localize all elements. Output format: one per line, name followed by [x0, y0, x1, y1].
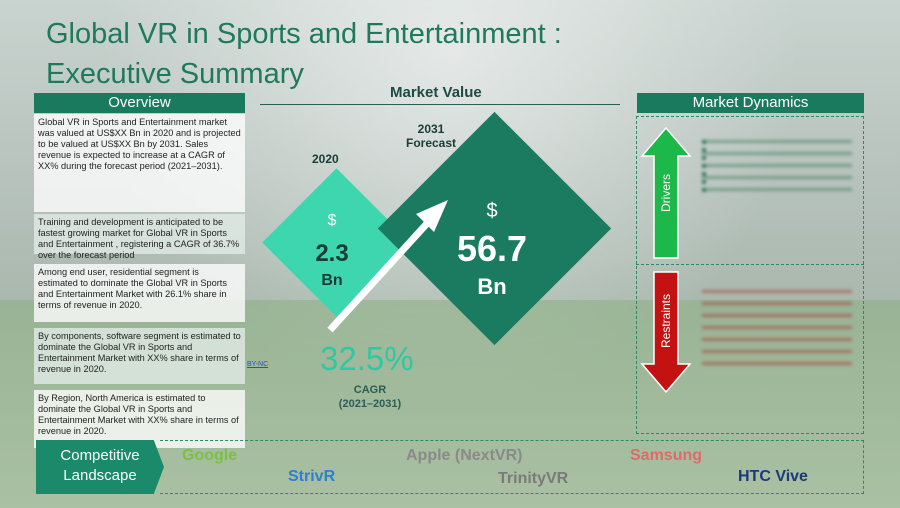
title-line-1: Global VR in Sports and Entertainment : — [46, 18, 562, 50]
restraints-arrow-icon — [640, 271, 692, 394]
overview-item: Global VR in Sports and Entertainment ma… — [34, 114, 245, 212]
drivers-arrow-icon — [640, 126, 692, 259]
divider — [260, 104, 620, 105]
overview-item: Among end user, residential segment is e… — [34, 264, 245, 322]
year-2020-label: 2020 — [312, 152, 339, 166]
overview-item: By Region, North America is estimated to… — [34, 390, 245, 448]
forecast-year: 2031 — [417, 122, 445, 136]
small-amount: 2.3 — [315, 240, 349, 267]
license-link[interactable]: BY-NC — [247, 361, 269, 368]
drivers-list-blurred — [702, 140, 852, 192]
competitive-word: Competitive — [60, 447, 140, 464]
company-htc-vive: HTC Vive — [738, 468, 808, 485]
company-trinityvr: TrinityVR — [498, 470, 569, 487]
cagr-label: CAGR (2021–2031) — [330, 383, 410, 411]
growth-arrow-icon — [327, 200, 448, 333]
company-apple: Apple (NextVR) — [406, 447, 523, 464]
market-dynamics-box — [636, 116, 864, 434]
restraints-label: Restraints — [659, 293, 673, 349]
page-title: Global VR in Sports and Entertainment : … — [46, 14, 562, 94]
forecast-label: 2031 Forecast — [405, 122, 457, 150]
competitive-landscape-label: Competitive Landscape — [36, 440, 164, 494]
drivers-label: Drivers — [659, 174, 673, 212]
dynamics-divider — [636, 264, 864, 265]
title-line-2: Executive Summary — [46, 58, 304, 90]
company-strivr: StrivR — [288, 468, 336, 485]
overview-item: Training and development is anticipated … — [34, 214, 245, 260]
overview-list: Global VR in Sports and Entertainment ma… — [34, 114, 245, 450]
restraints-list-blurred — [702, 290, 852, 370]
overview-heading: Overview — [34, 93, 245, 113]
market-value-heading: Market Value — [390, 84, 482, 101]
big-unit: Bn — [477, 274, 507, 299]
company-google: Google — [182, 447, 238, 464]
landscape-word: Landscape — [63, 467, 137, 484]
overview-item: By components, software segment is estim… — [34, 328, 245, 384]
small-currency: $ — [327, 212, 337, 229]
cagr-value: 32.5% — [320, 340, 414, 377]
market-dynamics-heading: Market Dynamics — [637, 93, 864, 113]
cagr-period: (2021–2031) — [338, 398, 402, 410]
small-unit: Bn — [321, 272, 343, 289]
company-samsung: Samsung — [630, 447, 703, 464]
competitive-landscape-area — [160, 440, 864, 494]
big-amount: 56.7 — [456, 228, 528, 269]
forecast-word: Forecast — [405, 136, 457, 150]
cagr-word: CAGR — [353, 384, 387, 396]
big-currency: $ — [486, 200, 498, 222]
